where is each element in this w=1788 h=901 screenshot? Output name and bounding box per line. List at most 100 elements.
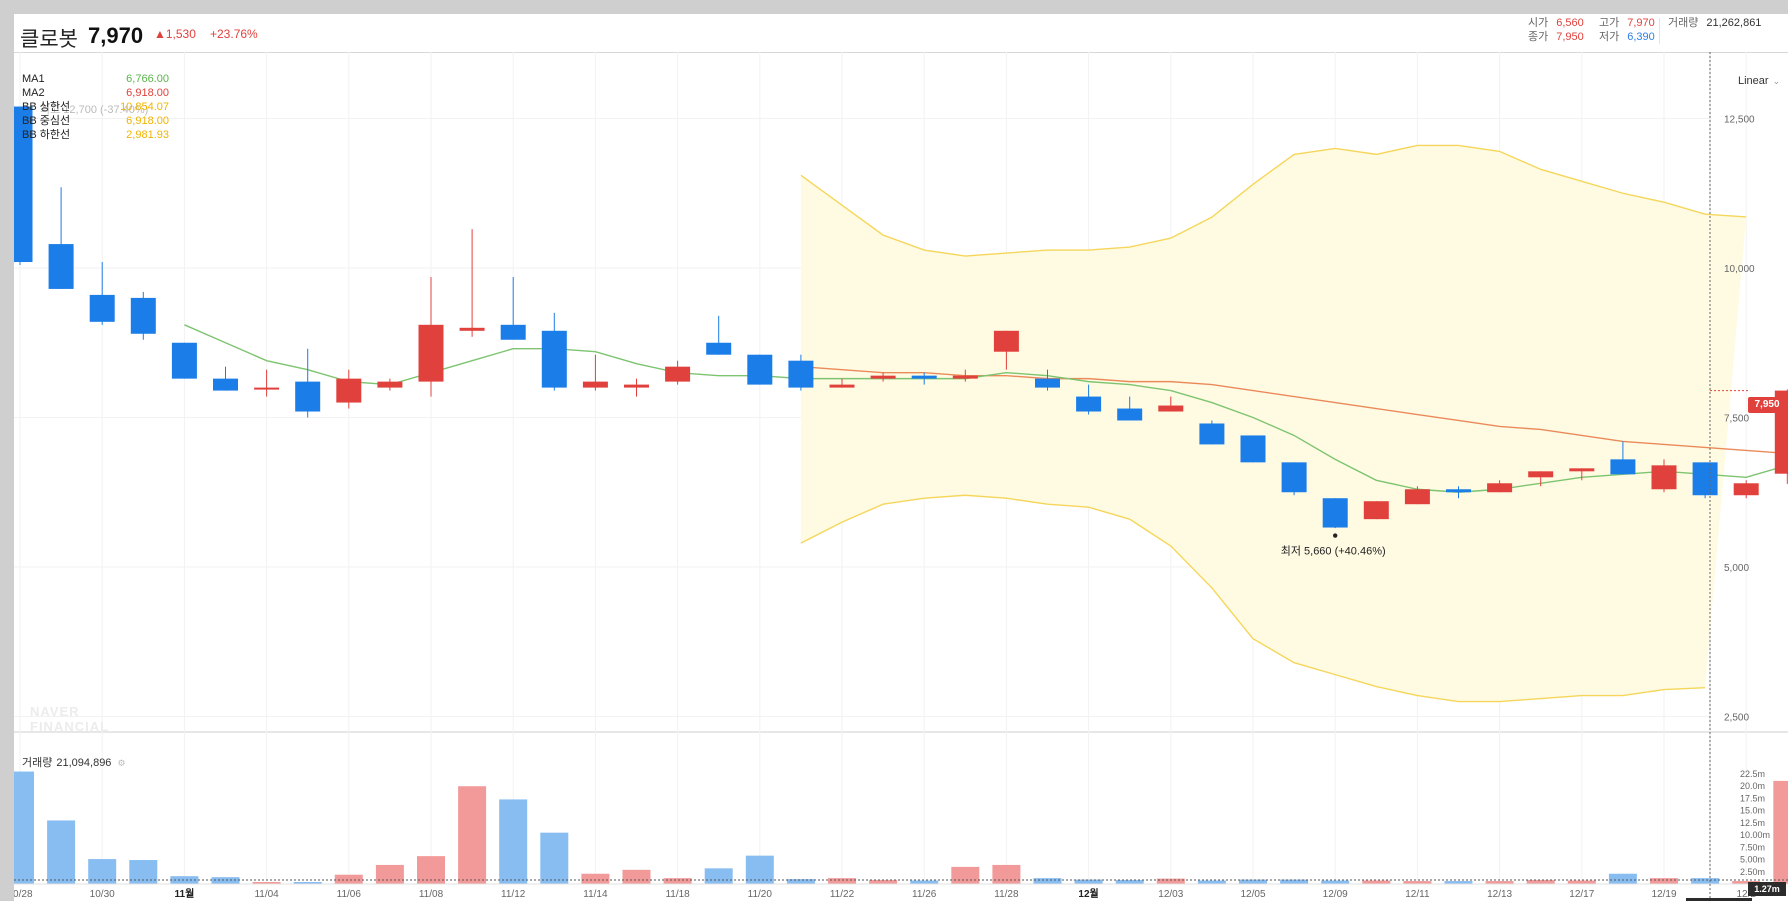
- x-tick-label: 11/08: [419, 889, 444, 900]
- quote-close-value: 7,950: [1556, 31, 1584, 43]
- x-tick-label: 11월: [175, 888, 195, 900]
- candle-body: [1281, 462, 1307, 493]
- volume-tick-label: 15.0m: [1740, 806, 1765, 816]
- volume-bar: [211, 877, 240, 884]
- volume-bar: [1280, 879, 1309, 884]
- watermark-line: NAVER: [30, 704, 80, 719]
- candle-body: [89, 294, 115, 322]
- candle-body: [48, 244, 74, 289]
- legend-label: BB 상한선: [22, 101, 71, 113]
- scale-mode-dropdown[interactable]: Linear ⌄: [1738, 75, 1780, 87]
- gear-icon[interactable]: ⚙: [117, 758, 126, 768]
- volume-bar: [1567, 880, 1596, 884]
- candle-body: [1446, 489, 1471, 493]
- volume-tick-label: 12.5m: [1740, 818, 1765, 828]
- candle-body: [130, 297, 156, 334]
- candle-body: [1117, 408, 1143, 421]
- price-change-rate: +23.76%: [210, 27, 258, 41]
- quote-low-label: 저가: [1599, 31, 1620, 43]
- volume-bar: [704, 868, 733, 884]
- volume-bar: [458, 786, 487, 884]
- candle-body: [1610, 459, 1636, 475]
- volume-bar: [293, 882, 322, 884]
- legend-bb-mid[interactable]: BB 중심선 6,918.00: [22, 114, 169, 128]
- price-change: ▲1,530: [154, 27, 196, 41]
- header: 클로봇 7,970 ▲1,530 +23.76% 시가 6,560 고가 7,970…: [14, 14, 1788, 53]
- low-annotation: 최저 5,660 (+40.46%): [1281, 545, 1386, 558]
- x-tick-label: 12/13: [1487, 889, 1512, 900]
- ma1-line: [184, 324, 1788, 493]
- legend-label: MA2: [22, 87, 45, 99]
- x-tick-label: 12/11: [1405, 889, 1430, 900]
- x-tick-label: 12/09: [1323, 889, 1348, 900]
- quote-open-label: 시가: [1528, 17, 1549, 29]
- candle-body: [829, 384, 855, 388]
- legend-label: BB 하한선: [22, 129, 71, 141]
- volume-title-value: 21,094,896: [56, 757, 112, 769]
- volume-bar: [170, 876, 199, 884]
- bb-lower-line: [800, 494, 1706, 703]
- volume-tick-label: 22.5m: [1740, 769, 1765, 779]
- x-tick-label: 11/18: [665, 889, 690, 900]
- volume-tick-label: 10.00m: [1740, 830, 1770, 840]
- x-tick-label: 11/28: [994, 889, 1019, 900]
- volume-bar: [1074, 879, 1103, 884]
- price-chart[interactable]: 12,500 10,000 7,500 5,000 2,500 22.5m 20.0m 17.…: [14, 14, 1788, 901]
- x-tick-label: 12/05: [1240, 889, 1265, 900]
- volume-bar: [375, 864, 404, 884]
- x-tick-label: 11/22: [830, 889, 855, 900]
- candle-body: [1651, 465, 1677, 490]
- indicator-legend: MA1 6,766.00 MA2 6,918.00 BB 상한선 10,854.07 …: [22, 72, 169, 142]
- y-tick-label: 10,000: [1724, 264, 1755, 275]
- quote-volume: 거래량 21,262,861: [1668, 14, 1761, 30]
- candle-body: [1363, 501, 1389, 520]
- y-tick-label: 12,500: [1724, 115, 1755, 126]
- x-tick-label: 11/26: [912, 889, 937, 900]
- candle-body: [788, 360, 814, 388]
- volume-bar: [1321, 880, 1350, 884]
- legend-ma2[interactable]: MA2 6,918.00: [22, 86, 169, 100]
- candle-body: [500, 324, 526, 340]
- candle-body: [1692, 462, 1718, 496]
- quote-low: 저가 6,390: [1599, 28, 1655, 44]
- chart-frame: 클로봇 7,970 ▲1,530 +23.76% 시가 6,560 고가 7,970…: [14, 14, 1788, 901]
- quote-high-value: 7,970: [1627, 17, 1655, 29]
- quote-low-value: 6,390: [1627, 31, 1655, 43]
- volume-bar: [1403, 881, 1432, 884]
- volume-bar: [1156, 878, 1185, 884]
- volume-bar: [1526, 880, 1555, 884]
- x-tick-label: 11/06: [337, 889, 362, 900]
- candle-body: [254, 387, 280, 390]
- quote-volume-label: 거래량: [1668, 17, 1699, 29]
- x-tick-label: 12/2: [1736, 889, 1756, 900]
- candle-body: [706, 342, 732, 355]
- volume-bar: [14, 771, 34, 884]
- x-tick-label: 11/12: [501, 889, 526, 900]
- volume-bar: [663, 878, 692, 884]
- candle-body: [1322, 498, 1348, 528]
- volume-bar: [499, 799, 528, 884]
- legend-bb-upper[interactable]: BB 상한선 10,854.07: [22, 100, 169, 114]
- bb-upper-line: [800, 144, 1747, 257]
- volume-bar: [1773, 780, 1788, 884]
- watermark: NAVER FINANCIAL: [30, 704, 109, 734]
- volume-bar: [1650, 878, 1678, 884]
- stock-name[interactable]: 클로봇: [20, 28, 78, 51]
- x-tick-label: 12/03: [1158, 889, 1183, 900]
- volume-bar: [1197, 880, 1226, 884]
- legend-ma1[interactable]: MA1 6,766.00: [22, 72, 169, 86]
- candle-body: [1035, 378, 1060, 388]
- candle-body: [541, 330, 567, 388]
- high-annotation: 최고 12,700 (-37.40%): [40, 104, 149, 116]
- x-tick-label: 11/04: [254, 889, 279, 900]
- volume-title-label: 거래량: [22, 757, 53, 769]
- legend-bb-lower[interactable]: BB 하한선 2,981.93: [22, 128, 169, 142]
- volume-bar: [1444, 881, 1473, 884]
- volume-bar: [1732, 881, 1761, 884]
- quote-close-label: 종가: [1528, 31, 1549, 43]
- legend-value: 10,854.07: [120, 101, 169, 113]
- legend-value: 2,981.93: [126, 129, 169, 141]
- candle-body: [336, 378, 362, 403]
- candle-body: [582, 381, 608, 388]
- volume-tick-label: 20.0m: [1740, 781, 1765, 791]
